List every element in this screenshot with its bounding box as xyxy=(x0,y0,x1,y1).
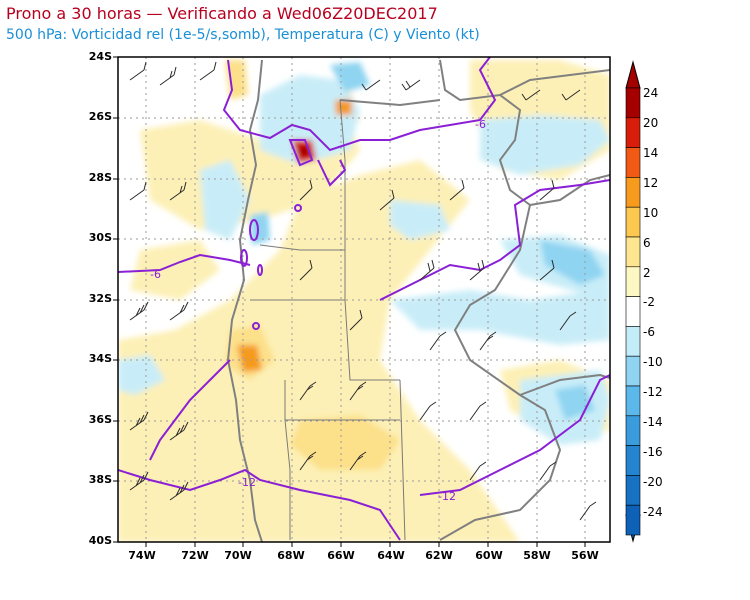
lon-label-60w: 60W xyxy=(475,549,503,562)
page-subtitle: 500 hPa: Vorticidad rel (1e-5/s,somb), T… xyxy=(6,27,480,43)
lon-label-68w: 68W xyxy=(277,549,305,562)
colorbar-label-2: 2 xyxy=(643,266,651,280)
colorbar-label-minus24: -24 xyxy=(643,505,663,519)
lon-label-62w: 62W xyxy=(425,549,453,562)
colorbar-swatch xyxy=(625,355,641,387)
contour-label-minus6-north: -6 xyxy=(475,118,486,131)
colorbar-label-minus6: -6 xyxy=(643,325,655,339)
contour-label-minus6-west: -6 xyxy=(150,268,161,281)
colorbar-label-20: 20 xyxy=(643,116,659,130)
lon-label-74w: 74W xyxy=(128,549,156,562)
lat-label-40s: 40S xyxy=(88,534,112,547)
lon-label-66w: 66W xyxy=(327,549,355,562)
temperature-contours xyxy=(118,57,610,541)
colorbar-swatch xyxy=(625,206,641,238)
colorbar-swatch xyxy=(625,147,641,178)
map-panel: -6 -6 -12 -12 xyxy=(118,57,610,542)
lat-label-24s: 24S xyxy=(88,50,112,63)
lon-label-56w: 56W xyxy=(571,549,599,562)
colorbar-swatch xyxy=(625,266,641,297)
colorbar-swatch xyxy=(625,236,641,268)
colorbar-swatch xyxy=(625,87,641,119)
colorbar-top-arrow xyxy=(625,60,641,89)
lat-label-38s: 38S xyxy=(88,473,112,486)
wind-barbs xyxy=(129,61,597,521)
colorbar-label-minus14: -14 xyxy=(643,415,663,429)
colorbar-label-minus12: -12 xyxy=(643,385,663,399)
page-title: Prono a 30 horas — Verificando a Wed06Z2… xyxy=(6,4,438,23)
colorbar-swatch xyxy=(625,326,641,357)
lat-label-30s: 30S xyxy=(88,231,112,244)
colorbar-label-24: 24 xyxy=(643,86,659,100)
colorbar-swatch xyxy=(625,117,641,148)
colorbar-label-12: 12 xyxy=(643,176,659,190)
contour-label-minus12-east: -12 xyxy=(438,490,456,503)
lat-label-28s: 28S xyxy=(88,171,112,184)
lat-label-26s: 26S xyxy=(88,110,112,123)
colorbar-swatch xyxy=(625,445,641,476)
colorbar-swatch xyxy=(625,475,641,506)
lat-label-34s: 34S xyxy=(88,352,112,365)
colorbar-swatch xyxy=(625,177,641,208)
lat-lon-grid xyxy=(118,57,610,542)
colorbar-swatch xyxy=(625,504,641,536)
colorbar-label-minus2: -2 xyxy=(643,295,655,309)
colorbar-label-6: 6 xyxy=(643,236,651,250)
lat-label-32s: 32S xyxy=(88,292,112,305)
vorticity-shading xyxy=(118,60,610,542)
colorbar-label-minus16: -16 xyxy=(643,445,663,459)
axis-ticks xyxy=(113,56,586,547)
lat-label-36s: 36S xyxy=(88,413,112,426)
colorbar-label-minus10: -10 xyxy=(643,355,663,369)
province-borders xyxy=(250,99,406,541)
lon-label-58w: 58W xyxy=(523,549,551,562)
colorbar-label-10: 10 xyxy=(643,206,659,220)
colorbar-label-14: 14 xyxy=(643,146,659,160)
colorbar-swatch xyxy=(625,296,641,327)
lon-label-70w: 70W xyxy=(224,549,252,562)
colorbar xyxy=(625,60,641,543)
colorbar-label-minus20: -20 xyxy=(643,475,663,489)
lon-label-72w: 72W xyxy=(181,549,209,562)
colorbar-swatch xyxy=(625,415,641,446)
contour-label-minus12-west: -12 xyxy=(238,476,256,489)
lon-label-64w: 64W xyxy=(377,549,405,562)
colorbar-swatch xyxy=(625,385,641,417)
